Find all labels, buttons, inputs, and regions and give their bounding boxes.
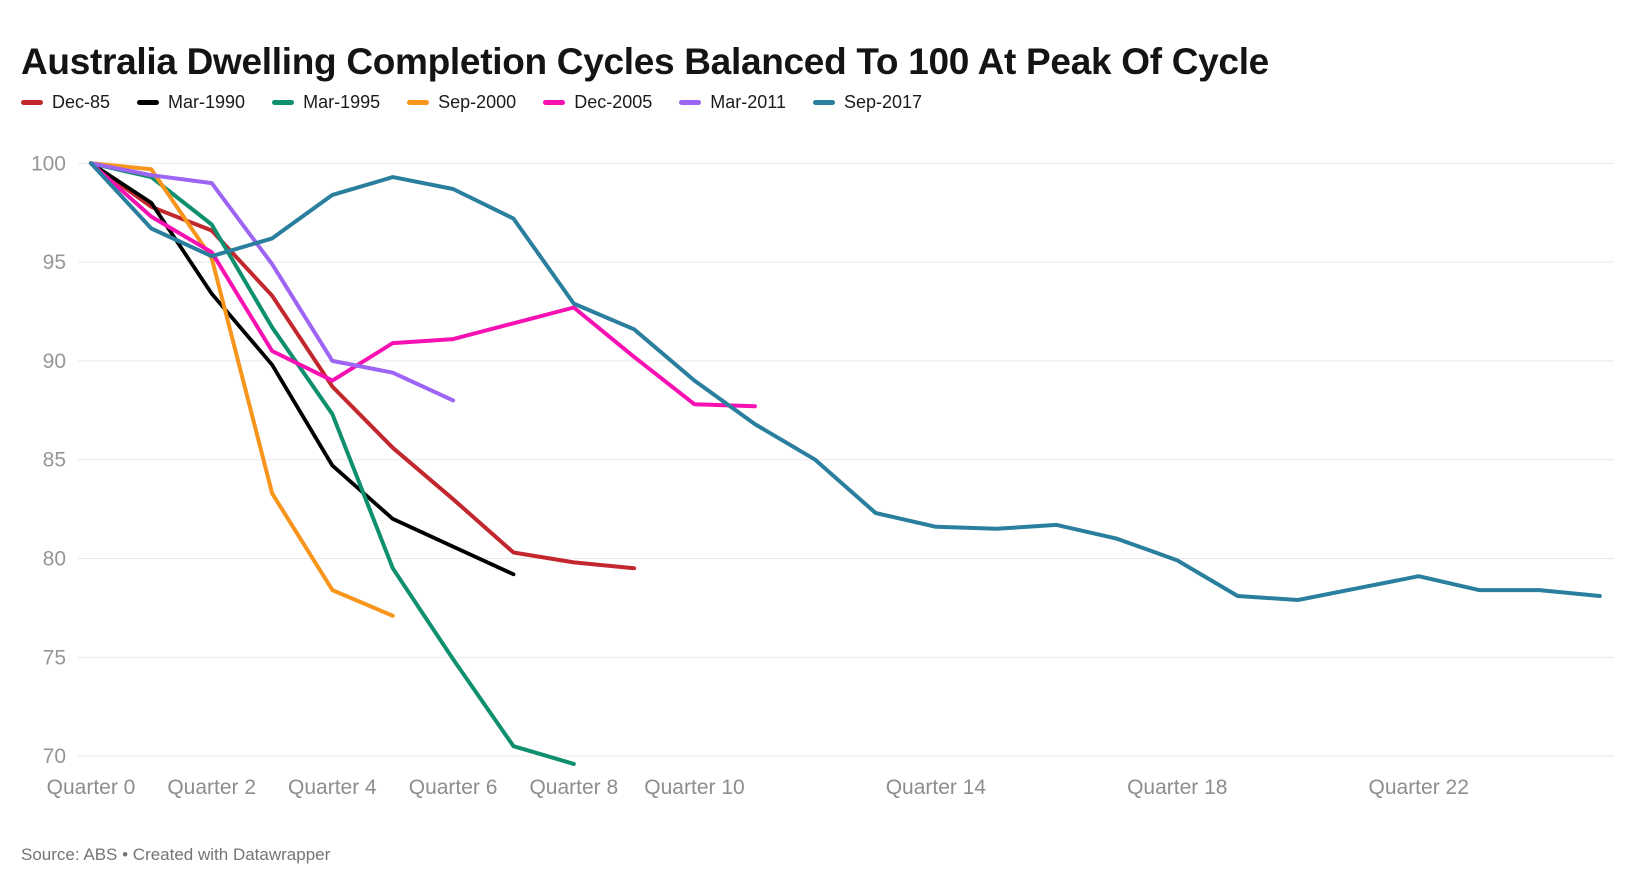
- legend-label-Sep-2000: Sep-2000: [438, 92, 517, 112]
- legend-item-Sep-2000: Sep-2000: [407, 92, 516, 113]
- source-note: Source: ABS • Created with Datawrapper: [21, 845, 331, 864]
- x-tick-label-6: Quarter 6: [409, 776, 498, 799]
- series-line-Mar-1995: [89, 161, 576, 766]
- series-line-Dec-2005: [89, 161, 757, 409]
- legend-item-Sep-2017: Sep-2017: [812, 92, 923, 113]
- y-tick-label-85: 85: [43, 449, 66, 472]
- x-tick-label-18: Quarter 18: [1127, 776, 1227, 799]
- legend-item-Dec-2005: Dec-2005: [543, 92, 652, 113]
- legend-label-Mar-2011: Mar-2011: [710, 92, 786, 112]
- legend-item-Mar-1995: Mar-1995: [272, 92, 380, 113]
- legend-swatch-Sep-2000: [407, 100, 430, 105]
- x-tick-label-22: Quarter 22: [1369, 776, 1469, 799]
- x-tick-label-2: Quarter 2: [167, 776, 256, 799]
- legend-label-Dec-2005: Dec-2005: [574, 92, 653, 112]
- y-tick-label-80: 80: [43, 548, 66, 571]
- y-tick-label-70: 70: [43, 745, 66, 768]
- legend-label-Mar-1990: Mar-1990: [168, 92, 246, 112]
- legend-item-Dec-85: Dec-85: [21, 92, 110, 113]
- y-tick-label-75: 75: [43, 646, 66, 669]
- legend-swatch-Dec-85: [21, 100, 43, 105]
- y-tick-label-90: 90: [43, 350, 66, 373]
- legend-label-Mar-1995: Mar-1995: [303, 92, 381, 112]
- legend-swatch-Dec-2005: [543, 100, 566, 105]
- y-tick-label-100: 100: [31, 152, 66, 175]
- series-line-Mar-2011: [89, 161, 456, 403]
- legend: Dec-85 Mar-1990 Mar-1995 Sep-2000 Dec-2005 Ma…: [21, 92, 922, 113]
- series-line-Dec-85: [89, 161, 637, 571]
- x-tick-label-4: Quarter 4: [288, 776, 377, 799]
- x-tick-label-10: Quarter 10: [644, 776, 744, 799]
- series-line-Sep-2017: [89, 161, 1602, 602]
- series-line-Sep-2000: [89, 161, 395, 618]
- legend-swatch-Mar-2011: [679, 100, 702, 105]
- y-tick-label-95: 95: [43, 251, 66, 274]
- legend-swatch-Mar-1995: [272, 100, 295, 105]
- series-line-Mar-1990: [89, 161, 516, 577]
- x-tick-label-0: Quarter 0: [47, 776, 136, 799]
- legend-swatch-Sep-2017: [812, 100, 835, 105]
- x-tick-label-14: Quarter 14: [886, 776, 987, 799]
- legend-swatch-Mar-1990: [137, 100, 160, 105]
- legend-item-Mar-2011: Mar-2011: [679, 92, 786, 113]
- x-tick-label-8: Quarter 8: [529, 776, 618, 799]
- legend-label-Dec-85: Dec-85: [52, 92, 111, 112]
- legend-label-Sep-2017: Sep-2017: [843, 92, 923, 112]
- legend-item-Mar-1990: Mar-1990: [137, 92, 245, 113]
- chart-title: Australia Dwelling Completion Cycles Bal…: [21, 40, 1269, 82]
